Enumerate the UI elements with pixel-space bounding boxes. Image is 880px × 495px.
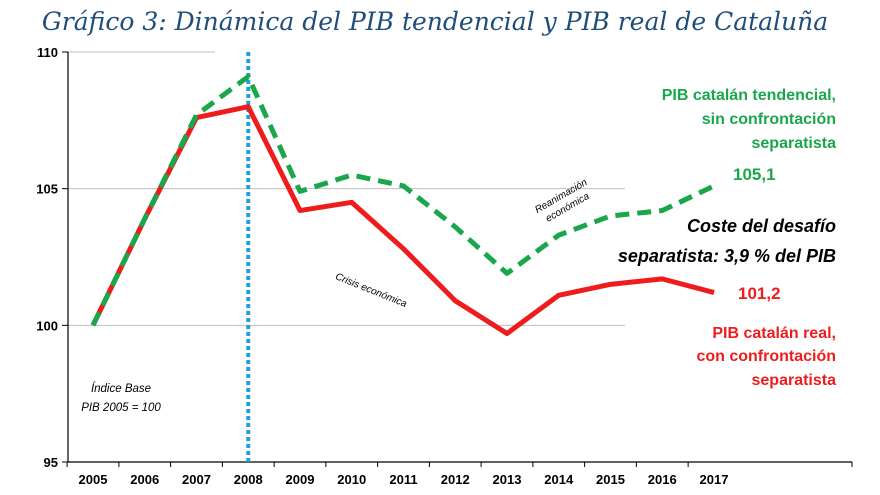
crisis-annotation: Crisis económica <box>334 271 409 310</box>
x-tick-label-2008: 2008 <box>234 472 263 487</box>
legend-tendencial: PIB catalán tendencial, sin confrontació… <box>662 87 836 152</box>
coste-line-1: Coste del desafío <box>687 216 836 236</box>
x-tick-label-2009: 2009 <box>286 472 315 487</box>
tick-layer: 95 100 105 110 2005 2006 2007 2008 2009 2010 2011 2… <box>36 45 728 487</box>
x-tick-label-2014: 2014 <box>544 472 574 487</box>
legend-real-line-3: separatista <box>752 372 837 389</box>
legend-real-line-2: con confrontación <box>696 348 836 365</box>
legend-real: PIB catalán real, con confrontación sepa… <box>696 325 836 389</box>
reanimacion-annotation: Reanimación económica <box>533 177 592 225</box>
legend-real-line-1: PIB catalán real, <box>712 325 836 342</box>
legend-tendencial-line-2: sin confrontación <box>702 111 836 128</box>
y-tick-label-110: 110 <box>37 45 58 60</box>
legend-tendencial-line-1: PIB catalán tendencial, <box>662 87 836 104</box>
series-layer <box>90 74 716 337</box>
x-tick-label-2007: 2007 <box>182 472 211 487</box>
x-tick-label-2012: 2012 <box>441 472 470 487</box>
indice-base-line-2: PIB 2005 = 100 <box>81 402 161 414</box>
x-tick-label-2011: 2011 <box>389 472 417 487</box>
x-tick-label-2015: 2015 <box>596 472 625 487</box>
y-tick-label-100: 100 <box>36 318 58 333</box>
x-tick-label-2013: 2013 <box>493 472 522 487</box>
axis-layer <box>62 51 853 467</box>
x-tick-label-2005: 2005 <box>79 472 108 487</box>
legend-tendencial-line-3: separatista <box>752 135 837 152</box>
series-line-tendencial <box>90 74 716 327</box>
x-tick-label-2017: 2017 <box>700 472 729 487</box>
y-tick-label-105: 105 <box>36 182 58 197</box>
y-tick-label-95: 95 <box>44 455 58 470</box>
chart-title: Gráfico 3: Dinámica del PIB tendencial y… <box>42 7 828 36</box>
x-tick-label-2006: 2006 <box>130 472 159 487</box>
x-tick-label-2016: 2016 <box>648 472 677 487</box>
indice-base-line-1: Índice Base <box>91 382 151 395</box>
x-tick-label-2010: 2010 <box>337 472 366 487</box>
green-end-value: 105,1 <box>733 165 776 184</box>
red-end-value: 101,2 <box>738 284 781 303</box>
coste-line-2: separatista: 3,9 % del PIB <box>618 246 836 266</box>
